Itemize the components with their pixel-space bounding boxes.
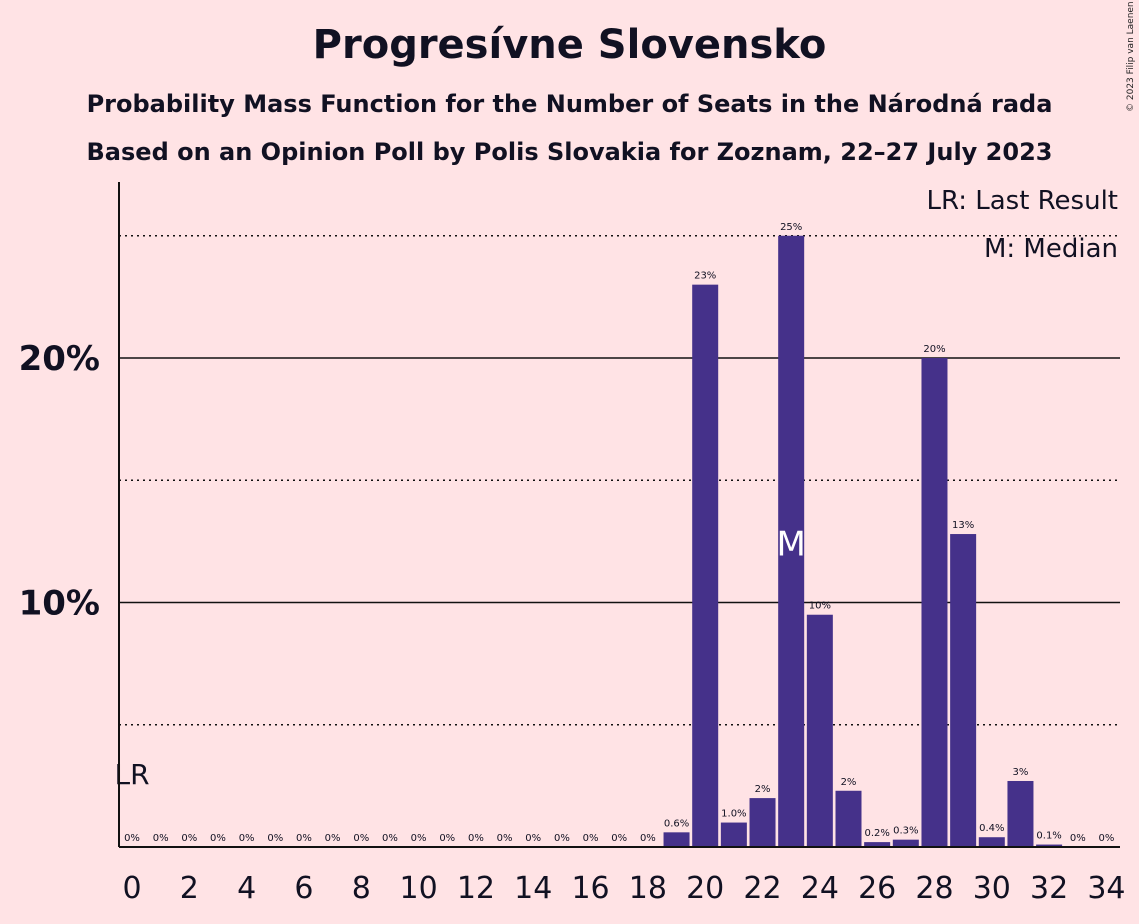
data-label-seat-14: 0%	[525, 833, 541, 844]
data-label-seat-5: 0%	[267, 833, 283, 844]
data-label-seat-26: 0.2%	[864, 828, 889, 839]
x-tick-label-26: 26	[858, 871, 896, 906]
data-label-seat-1: 0%	[153, 833, 169, 844]
data-label-seat-22: 2%	[755, 784, 771, 795]
x-tick-label-18: 18	[629, 871, 667, 906]
data-label-seat-15: 0%	[554, 833, 570, 844]
bars	[663, 235, 1063, 847]
data-label-seat-24: 10%	[809, 601, 831, 612]
bar-seat-23	[778, 235, 805, 847]
bar-seat-21	[720, 822, 747, 847]
data-label-seat-13: 0%	[497, 833, 513, 844]
data-label-seat-19: 0.6%	[664, 818, 689, 829]
data-label-seat-17: 0%	[611, 833, 627, 844]
x-tick-label-32: 32	[1030, 871, 1068, 906]
data-label-seat-20: 23%	[694, 271, 716, 282]
bar-seat-30	[978, 837, 1005, 847]
x-tick-label-14: 14	[514, 871, 552, 906]
bar-seat-22	[749, 798, 776, 847]
data-label-seat-31: 3%	[1013, 767, 1029, 778]
x-tick-label-16: 16	[571, 871, 609, 906]
chart-subtitle: Probability Mass Function for the Number…	[86, 90, 1053, 118]
bar-seat-25	[835, 790, 862, 847]
bar-seat-28	[921, 358, 948, 847]
x-tick-label-34: 34	[1087, 871, 1125, 906]
data-label-seat-11: 0%	[439, 833, 455, 844]
legend: LR: Last Result M: Median	[926, 186, 1118, 264]
data-label-seat-9: 0%	[382, 833, 398, 844]
median-marker: M	[777, 524, 806, 564]
data-label-seat-33: 0%	[1070, 833, 1086, 844]
data-label-seat-25: 2%	[841, 777, 857, 788]
data-label-seat-16: 0%	[583, 833, 599, 844]
x-tick-label-8: 8	[352, 871, 371, 906]
chart-source-subtitle: Based on an Opinion Poll by Polis Slovak…	[86, 138, 1053, 166]
bar-seat-19	[663, 832, 690, 847]
x-tick-label-2: 2	[180, 871, 199, 906]
data-label-seat-18: 0%	[640, 833, 656, 844]
x-tick-label-22: 22	[743, 871, 781, 906]
data-label-seat-23: 25%	[780, 222, 802, 233]
x-tick-label-4: 4	[237, 871, 256, 906]
bar-seat-27	[892, 839, 919, 847]
x-tick-label-6: 6	[294, 871, 313, 906]
x-tick-label-12: 12	[457, 871, 495, 906]
data-label-seat-27: 0.3%	[893, 826, 918, 837]
bar-seat-24	[806, 614, 833, 847]
data-labels: 0% 0% 0% 0% 0% 0% 0% 0% 0% 0% 0% 0% 0% 0% 0% 0% 0% 0% 0% 0.…	[114, 222, 1114, 844]
data-label-seat-12: 0%	[468, 833, 484, 844]
data-label-seat-7: 0%	[325, 833, 341, 844]
bar-seat-29	[950, 534, 977, 847]
data-label-seat-28: 20%	[923, 344, 945, 355]
x-tick-label-0: 0	[122, 871, 141, 906]
data-label-seat-3: 0%	[210, 833, 226, 844]
data-label-seat-0: 0%	[124, 833, 140, 844]
bar-seat-26	[864, 842, 891, 847]
legend-last-result: LR: Last Result	[926, 186, 1118, 216]
data-label-seat-2: 0%	[181, 833, 197, 844]
data-label-seat-34: 0%	[1099, 833, 1115, 844]
y-tick-label-10: 10%	[19, 584, 100, 624]
chart-title: Progresívne Slovensko	[312, 22, 827, 68]
x-tick-label-28: 28	[915, 871, 953, 906]
data-label-seat-29: 13%	[952, 520, 974, 531]
bar-seat-32	[1036, 844, 1063, 847]
data-label-seat-30: 0.4%	[979, 823, 1004, 834]
x-tick-label-30: 30	[973, 871, 1011, 906]
x-tick-label-20: 20	[686, 871, 724, 906]
bar-seat-20	[692, 284, 719, 847]
data-label-seat-10: 0%	[411, 833, 427, 844]
data-label-seat-4: 0%	[239, 833, 255, 844]
data-label-seat-21: 1.0%	[721, 809, 746, 820]
x-tick-label-10: 10	[400, 871, 438, 906]
data-label-seat-8: 0%	[353, 833, 369, 844]
y-tick-label-20: 20%	[19, 339, 100, 379]
x-tick-label-24: 24	[801, 871, 839, 906]
legend-median: M: Median	[984, 234, 1118, 264]
bar-seat-31	[1007, 780, 1034, 847]
last-result-marker: LR	[114, 758, 149, 791]
data-label-seat-32: 0.1%	[1036, 831, 1061, 842]
data-label-seat-6: 0%	[296, 833, 312, 844]
